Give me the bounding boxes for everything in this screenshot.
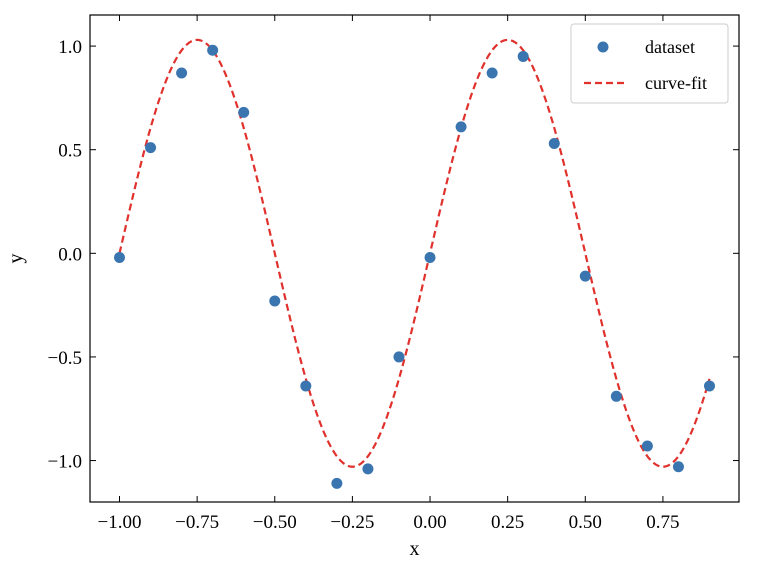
axes-frame [89, 14, 740, 503]
data-point [300, 380, 312, 392]
data-point [269, 295, 281, 307]
x-tick-label: −0.75 [175, 512, 219, 533]
plot-area [114, 38, 715, 489]
data-point [579, 270, 591, 282]
x-tick-label: −0.25 [330, 512, 374, 533]
data-point [176, 67, 188, 79]
x-tick-label: −0.50 [253, 512, 297, 533]
y-axis-label: y [5, 254, 27, 264]
data-point [704, 380, 715, 392]
curve-fit-line [118, 38, 711, 468]
data-point [517, 50, 529, 62]
legend-label-dataset: dataset [645, 37, 695, 57]
data-point [145, 142, 157, 154]
data-point [331, 477, 343, 489]
data-point [238, 106, 250, 118]
legend: dataset curve-fit [570, 23, 729, 104]
x-axis: −1.00 −0.75 −0.50 −0.25 0.00 0.25 0.50 0.75 [98, 15, 680, 533]
data-point [362, 463, 374, 475]
x-tick-label: 0.50 [569, 512, 602, 533]
data-point [424, 251, 436, 263]
y-tick-label: −0.5 [48, 348, 82, 369]
data-point [548, 137, 560, 149]
y-tick-label: 1.0 [58, 37, 82, 58]
x-tick-label: −1.00 [98, 512, 142, 533]
y-tick-label: 0.0 [58, 244, 82, 265]
y-tick-label: 0.5 [58, 141, 82, 162]
legend-label-curve-fit: curve-fit [645, 73, 707, 93]
x-tick-label: 0.75 [646, 512, 679, 533]
y-tick-label: −1.0 [48, 452, 82, 473]
data-point [455, 121, 467, 133]
data-point [486, 67, 498, 79]
data-point [610, 390, 622, 402]
y-axis: −1.0 −0.5 0.0 0.5 1.0 [48, 37, 739, 473]
data-point [672, 461, 684, 473]
data-point [393, 351, 405, 363]
x-tick-label: 0.25 [491, 512, 524, 533]
data-point [114, 251, 125, 263]
x-tick-label: 0.00 [413, 512, 446, 533]
data-point [207, 44, 219, 56]
x-axis-label: x [410, 538, 420, 560]
legend-marker-dataset [597, 41, 609, 53]
data-point [641, 440, 653, 452]
